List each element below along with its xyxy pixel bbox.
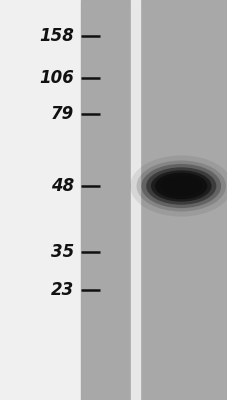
Text: 106: 106 [39,69,74,87]
Bar [0,0,81,400]
Ellipse shape [150,170,211,202]
Ellipse shape [160,176,201,196]
Text: 35: 35 [51,243,74,261]
Text: 48: 48 [51,177,74,195]
Ellipse shape [136,160,225,212]
Text: 158: 158 [39,27,74,45]
Ellipse shape [146,167,215,205]
Ellipse shape [154,173,207,199]
Bar [81,0,131,400]
Bar [131,0,140,400]
Bar [140,0,227,400]
Text: 79: 79 [51,105,74,123]
Ellipse shape [141,164,220,208]
Text: 23: 23 [51,281,74,299]
Ellipse shape [130,156,227,217]
